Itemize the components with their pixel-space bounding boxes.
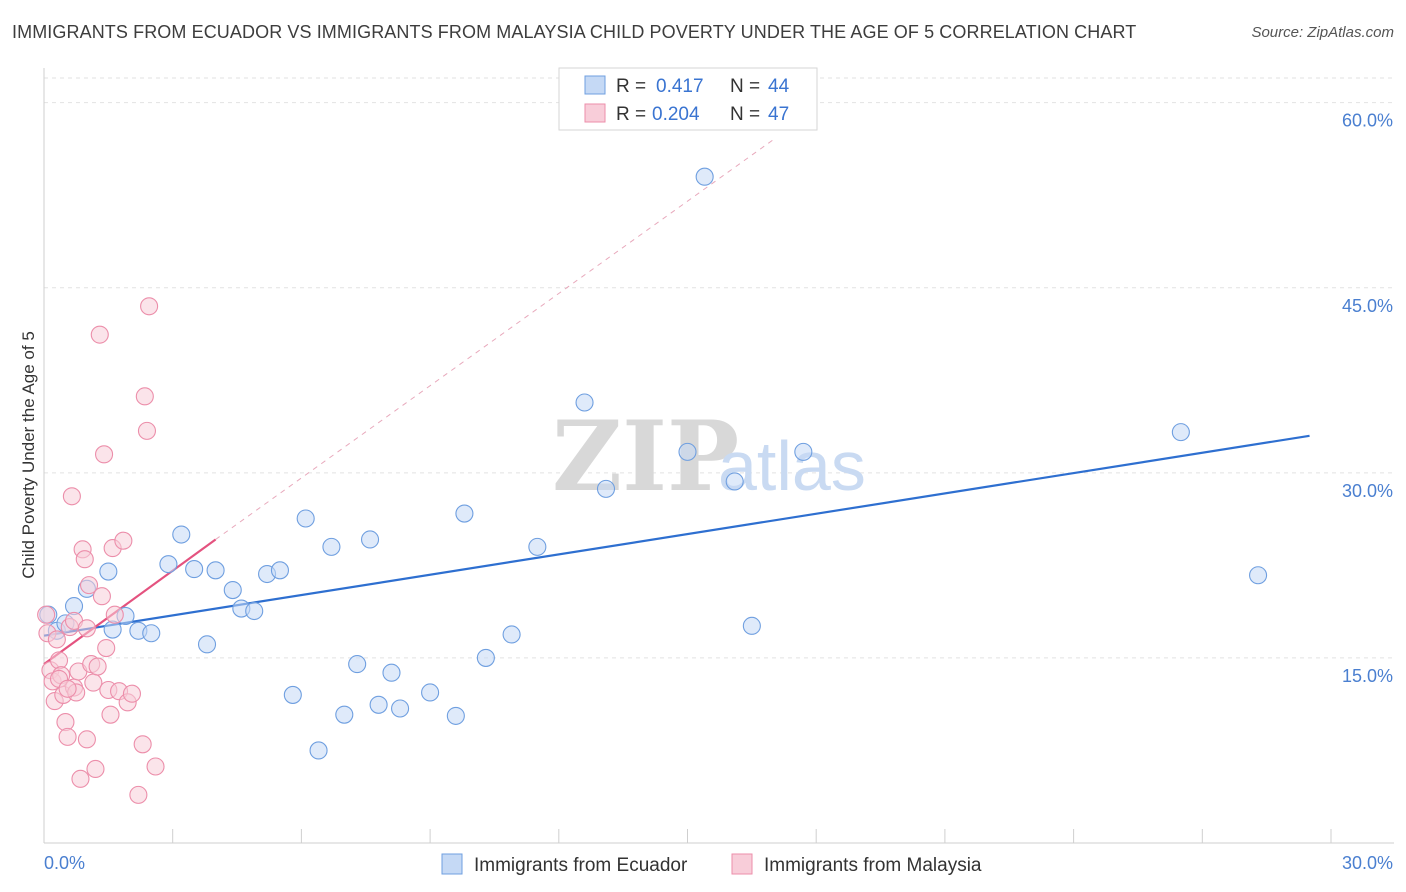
trend-extension-malaysia [215,139,774,540]
bottom-legend-label-malaysia: Immigrants from Malaysia [764,855,982,876]
legend-swatch-malaysia [584,103,606,123]
point-ecuador-43 [1171,423,1190,442]
point-ecuador-6 [103,620,122,639]
point-malaysia-0 [37,605,56,624]
point-malaysia-27 [95,445,114,464]
legend-r-label-2: R = [616,104,646,125]
point-ecuador-11 [172,525,191,544]
point-malaysia-28 [97,638,116,658]
y-tick-label-3: 60.0% [1342,111,1393,131]
data-points [37,167,1268,804]
point-malaysia-34 [114,531,133,550]
point-ecuador-25 [348,655,367,674]
x-tick-label-0: 0.0% [44,853,85,873]
bottom-legend: Immigrants from Ecuador Immigrants from … [441,853,982,876]
point-malaysia-46 [77,619,96,638]
point-malaysia-23 [86,759,105,779]
y-tick-label-0: 15.0% [1342,666,1393,686]
point-ecuador-21 [296,509,315,528]
point-malaysia-5 [47,630,66,649]
point-malaysia-24 [88,657,107,676]
point-ecuador-5 [99,562,118,581]
y-axis-label: Child Poverty Under the Age of 5 [19,331,38,579]
grid-lines [44,77,1394,659]
watermark-zip: ZIP [552,400,739,513]
point-ecuador-36 [575,393,594,412]
point-ecuador-17 [245,601,264,621]
legend-r-label-1: R = [616,76,646,97]
bottom-legend-swatch-ecuador [441,853,463,875]
point-ecuador-10 [159,555,178,574]
watermark-atlas: atlas [718,427,866,505]
legend: R = 0.417 N = 44 R = 0.204 N = 47 [558,67,818,131]
source-credit: Source: ZipAtlas.com [1251,24,1394,41]
point-ecuador-28 [382,663,401,682]
bottom-legend-label-ecuador: Immigrants from Ecuador [474,855,688,876]
point-ecuador-22 [309,741,328,760]
point-malaysia-39 [135,387,154,406]
point-malaysia-26 [92,587,111,606]
legend-swatch-ecuador [584,75,606,95]
point-malaysia-44 [58,679,77,698]
point-ecuador-44 [1249,566,1268,585]
point-ecuador-39 [695,167,714,186]
point-ecuador-40 [725,472,744,491]
trend-line-malaysia [43,538,217,665]
bottom-legend-swatch-malaysia [731,853,753,875]
legend-r-value-2: 0.204 [652,104,700,125]
point-ecuador-9 [142,624,161,643]
point-ecuador-19 [270,561,290,580]
point-malaysia-36 [122,684,141,703]
point-ecuador-32 [455,504,474,523]
legend-n-value-2: 47 [768,104,789,125]
point-ecuador-42 [794,442,813,461]
point-ecuador-29 [391,699,410,718]
point-malaysia-9 [56,713,75,732]
point-ecuador-14 [206,561,225,580]
point-malaysia-19 [77,730,96,749]
point-malaysia-16 [71,769,90,788]
point-ecuador-13 [197,635,217,654]
point-ecuador-37 [596,479,616,498]
point-ecuador-38 [678,442,697,461]
point-ecuador-35 [528,537,547,556]
point-malaysia-20 [79,576,99,595]
point-malaysia-38 [133,735,152,754]
point-malaysia-25 [90,325,109,344]
point-malaysia-18 [75,550,94,569]
legend-r-value-1: 0.417 [656,76,704,97]
y-tick-label-2: 45.0% [1342,296,1393,316]
point-ecuador-31 [446,706,465,725]
point-malaysia-30 [101,705,120,724]
point-malaysia-42 [146,757,165,776]
point-ecuador-30 [421,683,440,702]
point-ecuador-23 [322,537,341,556]
legend-n-label-2: N = [730,104,760,125]
point-ecuador-20 [283,685,302,704]
point-ecuador-41 [742,616,761,635]
point-malaysia-32 [105,605,124,624]
x-tick-label-1: 30.0% [1342,853,1393,873]
point-ecuador-34 [502,625,521,644]
y-tick-label-1: 30.0% [1342,481,1393,501]
point-ecuador-24 [335,705,354,724]
legend-n-value-1: 44 [768,76,790,97]
point-ecuador-26 [360,530,380,549]
axes [43,68,1394,844]
tick-labels: 15.0% 30.0% 45.0% 60.0% 0.0% 30.0% [44,111,1393,873]
point-ecuador-12 [185,560,204,579]
point-malaysia-37 [129,785,148,804]
point-malaysia-41 [140,297,159,316]
point-ecuador-33 [476,648,495,667]
point-malaysia-22 [84,673,103,692]
chart-title: IMMIGRANTS FROM ECUADOR VS IMMIGRANTS FR… [12,22,1137,42]
point-malaysia-6 [49,651,69,670]
point-malaysia-12 [62,487,81,506]
point-ecuador-15 [223,581,242,600]
legend-n-label-1: N = [730,76,760,97]
point-malaysia-10 [58,727,77,746]
point-malaysia-40 [137,421,157,440]
point-ecuador-27 [369,695,388,714]
